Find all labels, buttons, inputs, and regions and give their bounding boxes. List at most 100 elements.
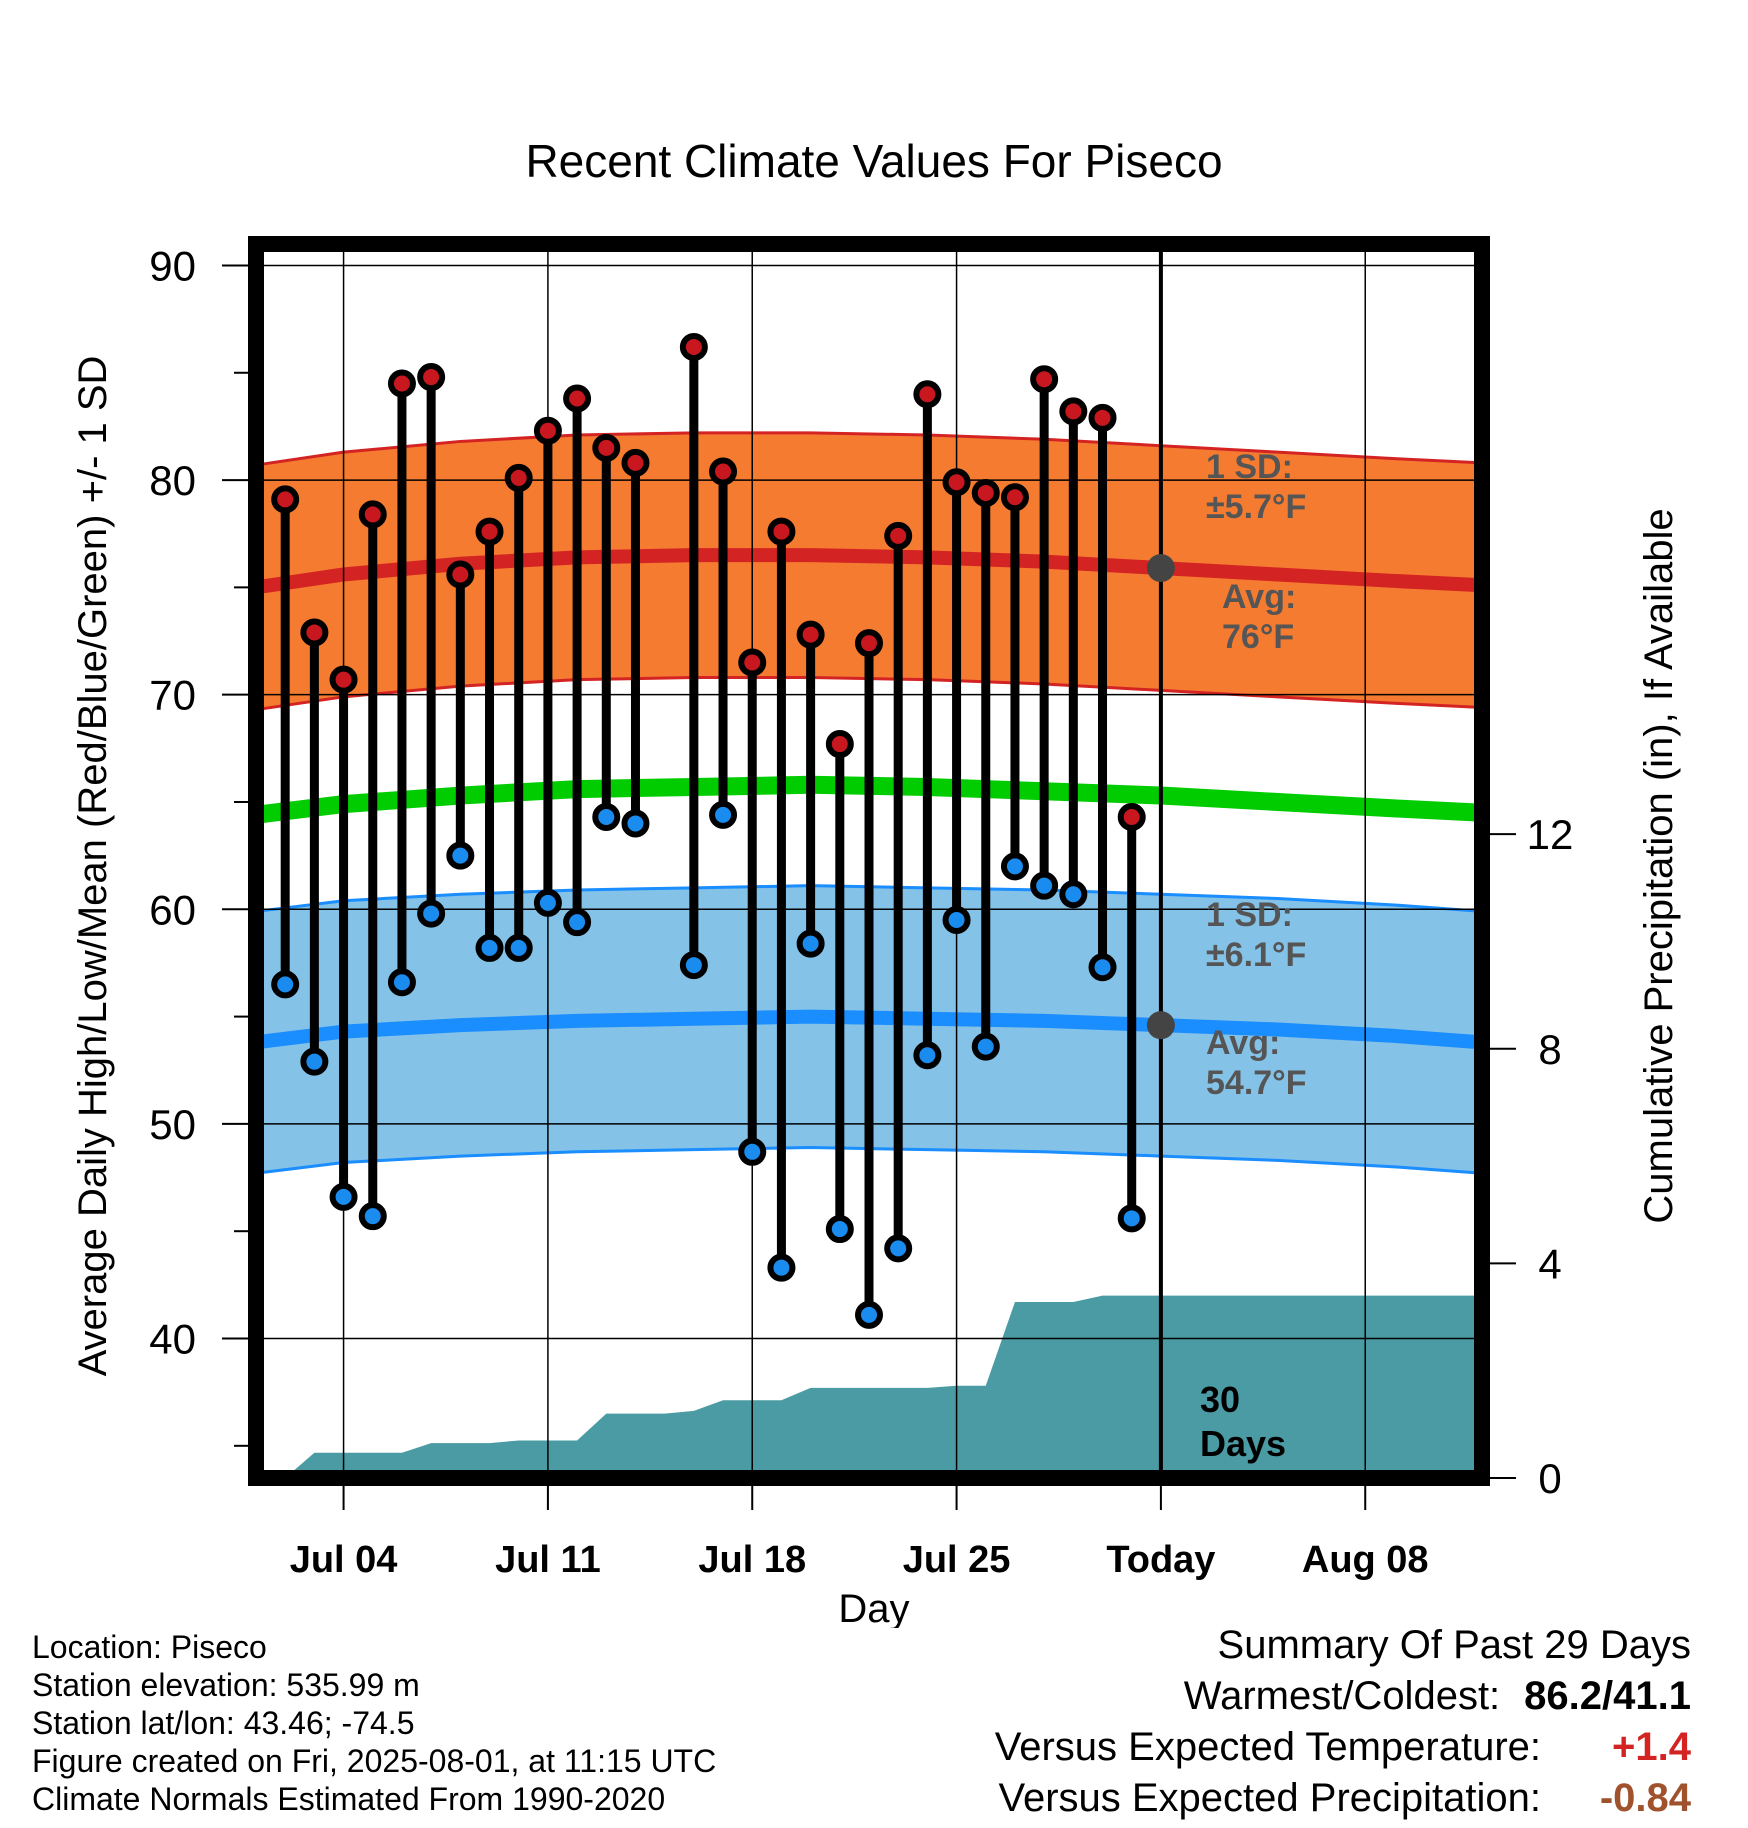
precip-area-layer — [285, 1295, 1483, 1478]
low-point — [942, 906, 971, 935]
high-point — [1117, 803, 1146, 832]
low-point — [533, 888, 562, 917]
low-point — [738, 1137, 767, 1166]
high-point — [592, 433, 621, 462]
y-tick-label: 80 — [149, 457, 196, 504]
summary-precip-row: Versus Expected Precipitation: -0.84 — [995, 1773, 1691, 1824]
figure-created: Figure created on Fri, 2025-08-01, at 11… — [32, 1743, 717, 1779]
station-elevation: Station elevation: 535.99 m — [32, 1667, 420, 1703]
y2-tick-label: 12 — [1527, 811, 1574, 858]
daily-stems — [280, 347, 1137, 1315]
low-point — [1000, 852, 1029, 881]
high-normal-line — [254, 548, 1483, 595]
y-tick-label: 70 — [149, 672, 196, 719]
high-point — [621, 448, 650, 477]
window-annotation: 30 Days — [1200, 1379, 1286, 1464]
high-sd-annotation-line: ±5.7°F — [1206, 488, 1306, 526]
x-tick-label: Jul 11 — [495, 1539, 601, 1581]
temp-departure-label: Versus Expected Temperature: — [994, 1725, 1541, 1769]
summary-warmest-row: Warmest/Coldest: 86.2/41.1 — [995, 1671, 1691, 1722]
plot-frame — [248, 236, 1490, 1486]
window-annotation-line: Days — [1200, 1423, 1286, 1464]
low-point — [1117, 1204, 1146, 1233]
climate-normals-note: Climate Normals Estimated From 1990-2020 — [32, 1781, 666, 1817]
low-point — [884, 1234, 913, 1263]
x-tick-label: Aug 08 — [1302, 1539, 1429, 1581]
chart-title: Recent Climate Values For Piseco — [525, 135, 1222, 187]
precip-departure-label: Versus Expected Precipitation: — [998, 1776, 1541, 1820]
y-tick-label: 50 — [149, 1101, 196, 1148]
high-point — [1000, 483, 1029, 512]
today-low-normal-marker — [1146, 1011, 1175, 1040]
low-avg-annotation-line: Avg: — [1206, 1024, 1280, 1062]
low-point — [971, 1032, 1000, 1061]
high-point — [738, 648, 767, 677]
high-point — [1088, 403, 1117, 432]
low-point — [446, 841, 475, 870]
low-point — [621, 809, 650, 838]
low-avg-annotation: Avg: 54.7°F — [1206, 1024, 1307, 1102]
low-point — [592, 803, 621, 832]
low-sd-annotation-line: ±6.1°F — [1206, 936, 1306, 974]
y2-tick-label: 8 — [1538, 1026, 1561, 1073]
x-tick-label: Today — [1106, 1539, 1215, 1581]
low-sd-annotation-line: 1 SD: — [1206, 896, 1293, 934]
low-point — [1059, 880, 1088, 909]
y-tick-label: 90 — [149, 242, 196, 289]
high-sd-band — [256, 432, 1482, 710]
high-point — [913, 380, 942, 409]
precip-area — [285, 1295, 1483, 1478]
low-point — [855, 1300, 883, 1329]
y2-tick-label: 4 — [1538, 1240, 1561, 1287]
high-point — [563, 384, 592, 413]
high-point — [358, 500, 387, 529]
summary-panel: Summary Of Past 29 Days Warmest/Coldest:… — [995, 1620, 1691, 1824]
precip-departure-value: -0.84 — [1599, 1776, 1691, 1820]
station-location: Location: Piseco — [32, 1629, 267, 1665]
high-avg-annotation-line: Avg: — [1222, 578, 1296, 616]
low-point — [913, 1041, 942, 1070]
low-point — [767, 1253, 796, 1282]
low-point — [271, 970, 300, 999]
high-point — [504, 463, 533, 492]
low-point — [358, 1202, 387, 1231]
low-point — [300, 1047, 329, 1076]
daily-dots — [271, 333, 1146, 1329]
low-point — [1030, 871, 1059, 900]
high-avg-annotation-line: 76°F — [1222, 618, 1294, 656]
high-point — [942, 468, 971, 497]
high-point — [679, 333, 708, 362]
high-sd-annotation: 1 SD: ±5.7°F — [1206, 448, 1306, 526]
low-point — [563, 908, 592, 937]
high-sd-annotation-line: 1 SD: — [1206, 448, 1293, 486]
low-point — [796, 929, 825, 958]
y2-tick-label: 0 — [1538, 1455, 1561, 1502]
high-point — [533, 416, 562, 445]
high-point — [855, 629, 883, 658]
low-point — [504, 933, 533, 962]
window-annotation-line: 30 — [1200, 1379, 1240, 1420]
temp-departure-value: +1.4 — [1612, 1725, 1691, 1769]
x-tick-label: Jul 18 — [698, 1539, 806, 1581]
high-point — [825, 730, 854, 759]
low-point — [417, 899, 446, 928]
high-point — [884, 521, 913, 550]
high-point — [387, 369, 416, 398]
high-point — [417, 363, 446, 392]
high-point — [709, 457, 738, 486]
high-point — [475, 517, 504, 546]
high-point — [796, 620, 825, 649]
warmest-value: 86.2/41.1 — [1524, 1674, 1691, 1718]
station-info: Location: Piseco Station elevation: 535.… — [32, 1628, 716, 1818]
low-point — [387, 968, 416, 997]
axes: 40 50 60 70 80 90 0 4 8 12 Jul 04 Jul 11 Jul 18 Jul 2… — [149, 236, 1574, 1581]
today-high-normal-marker — [1146, 554, 1175, 583]
low-point — [679, 951, 708, 980]
high-point — [329, 665, 358, 694]
low-point — [1088, 953, 1117, 982]
low-point — [475, 933, 504, 962]
low-point — [709, 800, 738, 829]
y-tick-label: 40 — [149, 1316, 196, 1363]
